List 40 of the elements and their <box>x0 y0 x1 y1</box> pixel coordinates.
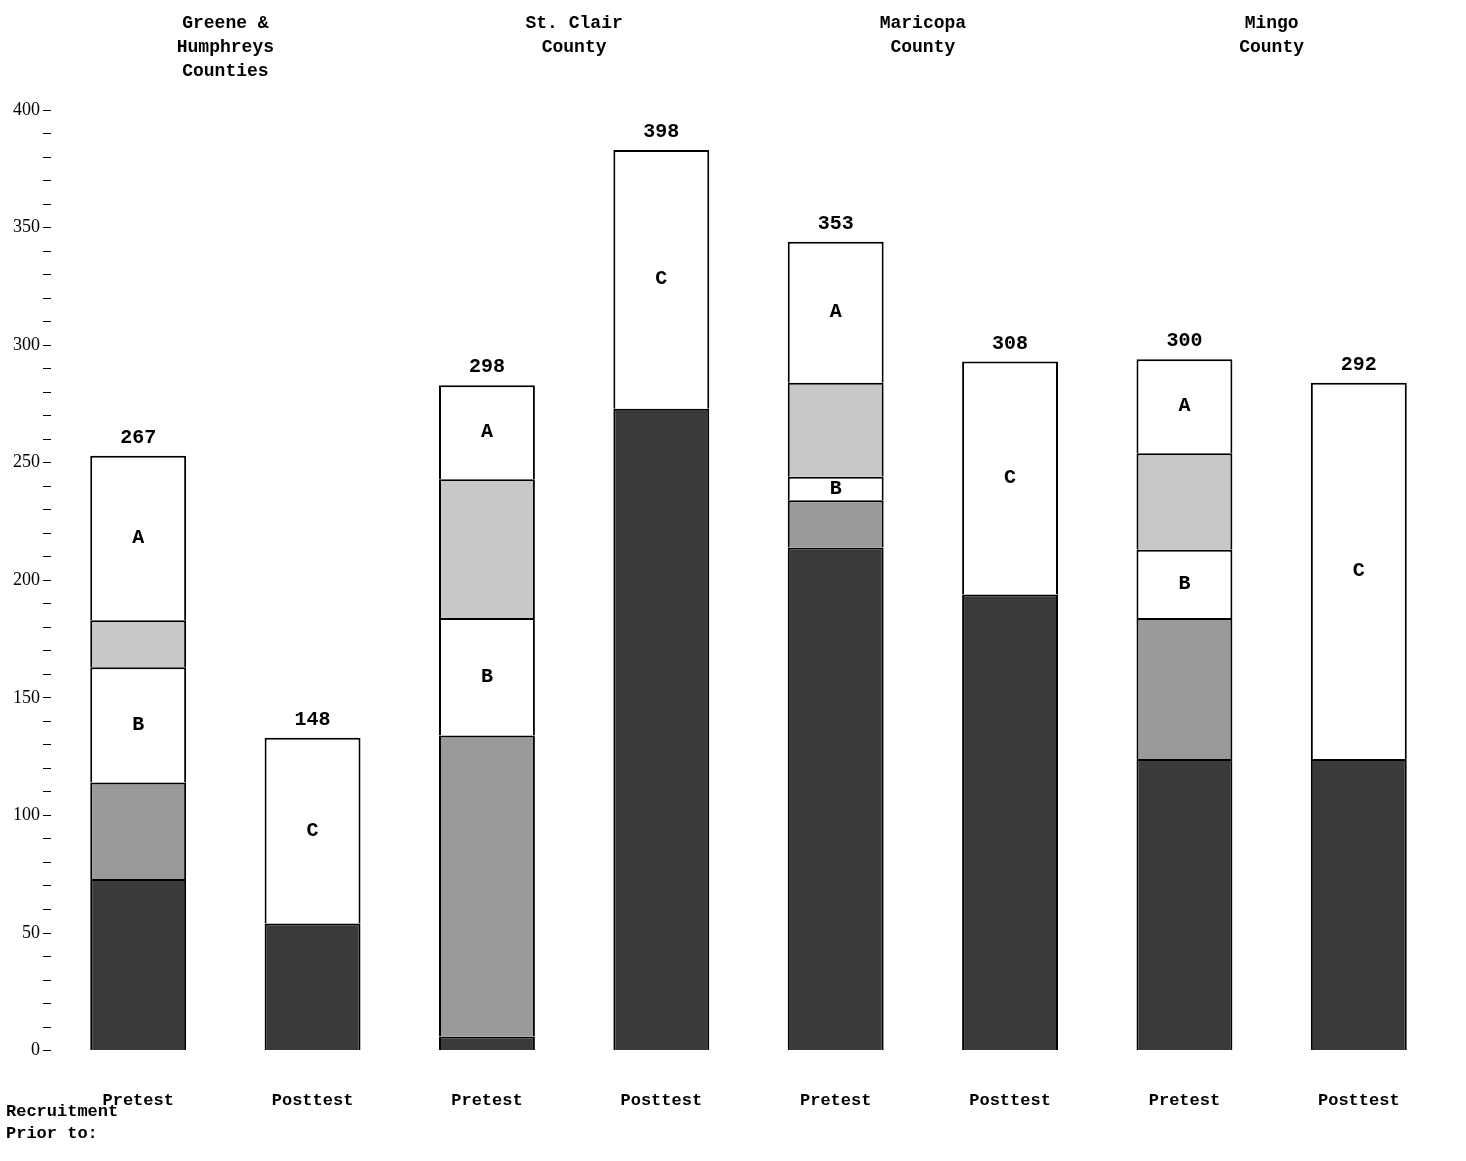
y-tick-label: 300 <box>13 333 40 354</box>
y-tick-label: 100 <box>13 804 40 825</box>
annotation: 300 <box>1166 329 1203 353</box>
y-tick-label: 200 <box>13 569 40 590</box>
text: Maricopa County <box>879 12 967 57</box>
x-tick-label: Pretest <box>451 1091 523 1111</box>
text: A <box>829 300 842 324</box>
x-tick-label: Posttest <box>271 1091 354 1111</box>
text: B <box>480 664 493 688</box>
series-label: C <box>655 267 668 291</box>
x-tick-label: Pretest <box>1148 1091 1221 1111</box>
text: A <box>1178 394 1191 418</box>
text: St. Clair County <box>525 12 623 57</box>
text: B <box>1178 571 1191 595</box>
text: Greene & Humphreys Counties <box>176 12 274 81</box>
y-tick-label: 50 <box>22 921 40 942</box>
text: C <box>306 818 319 842</box>
annotation: 292 <box>1340 352 1377 376</box>
series-label: A <box>480 420 493 444</box>
text: C <box>1004 466 1017 490</box>
text: Mingo County <box>1239 12 1305 57</box>
y-tick-label: 400 <box>13 98 40 119</box>
text: C <box>1352 558 1365 582</box>
y-tick-label: 250 <box>13 451 40 472</box>
annotation: 148 <box>294 707 331 731</box>
text: B <box>132 712 145 736</box>
x-tick-label: Pretest <box>799 1091 872 1111</box>
y-tick-label: 350 <box>13 216 40 237</box>
annotation: 267 <box>120 425 157 449</box>
annotation: 298 <box>468 355 505 379</box>
annotation: 308 <box>992 331 1029 355</box>
x-tick-label: Posttest <box>1318 1091 1400 1111</box>
series-label: B <box>829 476 842 500</box>
x-tick-label: Posttest <box>969 1091 1051 1111</box>
x-tick-label: Posttest <box>620 1091 703 1111</box>
text: A <box>132 526 145 549</box>
annotation: 398 <box>643 120 680 144</box>
y-tick-label: 150 <box>13 686 40 707</box>
y-tick-label: 0 <box>31 1039 40 1060</box>
annotation: 353 <box>817 211 854 235</box>
